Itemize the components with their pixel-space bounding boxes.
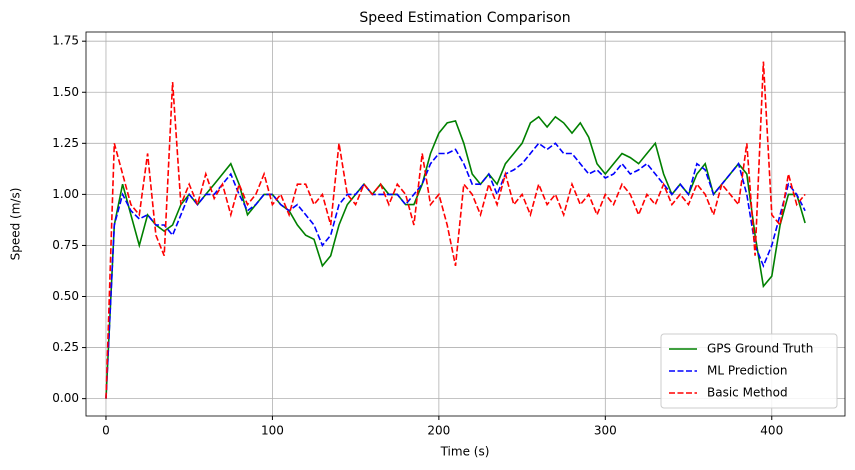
data-line <box>105 61 806 399</box>
chart-title: Speed Estimation Comparison <box>359 10 570 26</box>
y-tick-label: 0.00 <box>52 391 79 405</box>
x-tick-label: 300 <box>594 424 617 438</box>
y-tick-label: 0.50 <box>52 289 79 303</box>
y-axis-label: Speed (m/s) <box>9 188 23 261</box>
y-tick-label: 0.75 <box>52 238 79 252</box>
y-tick-label: 1.25 <box>52 136 79 150</box>
legend: GPS Ground Truth ML Prediction Basic Metho… <box>660 333 838 409</box>
legend-label: GPS Ground Truth <box>707 342 813 356</box>
y-tick-label: 1.00 <box>52 187 79 201</box>
legend-box <box>660 333 838 409</box>
legend-label: ML Prediction <box>707 364 787 378</box>
x-tick-label: 400 <box>760 424 783 438</box>
y-tick-label: 1.50 <box>52 85 79 99</box>
y-tick-label: 1.75 <box>52 34 79 48</box>
x-tick-label: 200 <box>427 424 450 438</box>
x-axis-label: Time (s) <box>440 445 490 459</box>
x-tick-label: 0 <box>102 424 110 438</box>
y-tick-label: 0.25 <box>52 340 79 354</box>
plot-frame <box>85 31 846 417</box>
x-tick-label: 100 <box>261 424 284 438</box>
legend-label: Basic Method <box>707 386 788 400</box>
